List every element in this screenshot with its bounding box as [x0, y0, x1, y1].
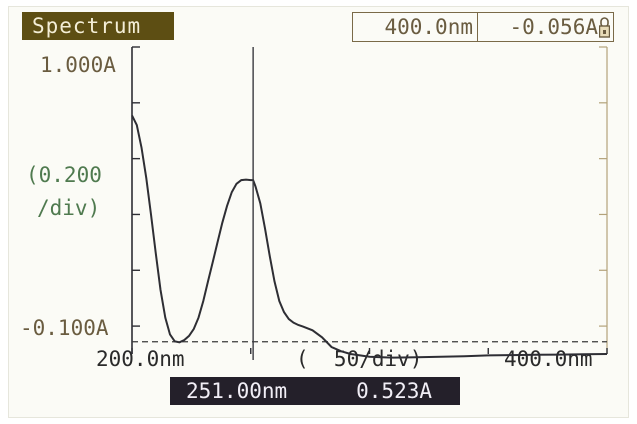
status-absorbance: -0.056A	[509, 15, 598, 39]
x-axis-max-label: 400.0nm	[504, 347, 593, 371]
x-axis-scale-label: ( 50/div)	[296, 347, 423, 371]
y-axis-max-label: 1.000A	[40, 53, 116, 77]
y-axis-scale-label: (0.200	[26, 163, 102, 187]
status-readout: 400.0nm -0.056A	[352, 12, 614, 42]
x-axis-min-label: 200.0nm	[96, 347, 185, 371]
lock-icon	[599, 17, 610, 38]
y-axis-scale-unit: /div)	[37, 196, 101, 220]
mode-title: Spectrum	[22, 12, 174, 40]
spectrum-curve	[131, 114, 608, 359]
y-axis-min-label: -0.100A	[20, 316, 109, 340]
cursor-readout: 251.00nm 0.523A	[170, 377, 460, 405]
cursor-wavelength: 251.00nm	[186, 379, 288, 403]
instrument-screen	[8, 6, 629, 418]
cursor-absorbance: 0.523A	[356, 379, 432, 403]
status-wavelength: 400.0nm	[353, 13, 478, 41]
